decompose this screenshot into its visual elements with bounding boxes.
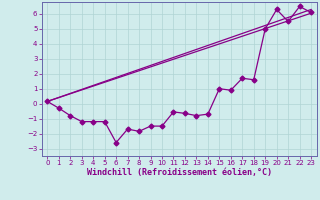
X-axis label: Windchill (Refroidissement éolien,°C): Windchill (Refroidissement éolien,°C) bbox=[87, 168, 272, 177]
